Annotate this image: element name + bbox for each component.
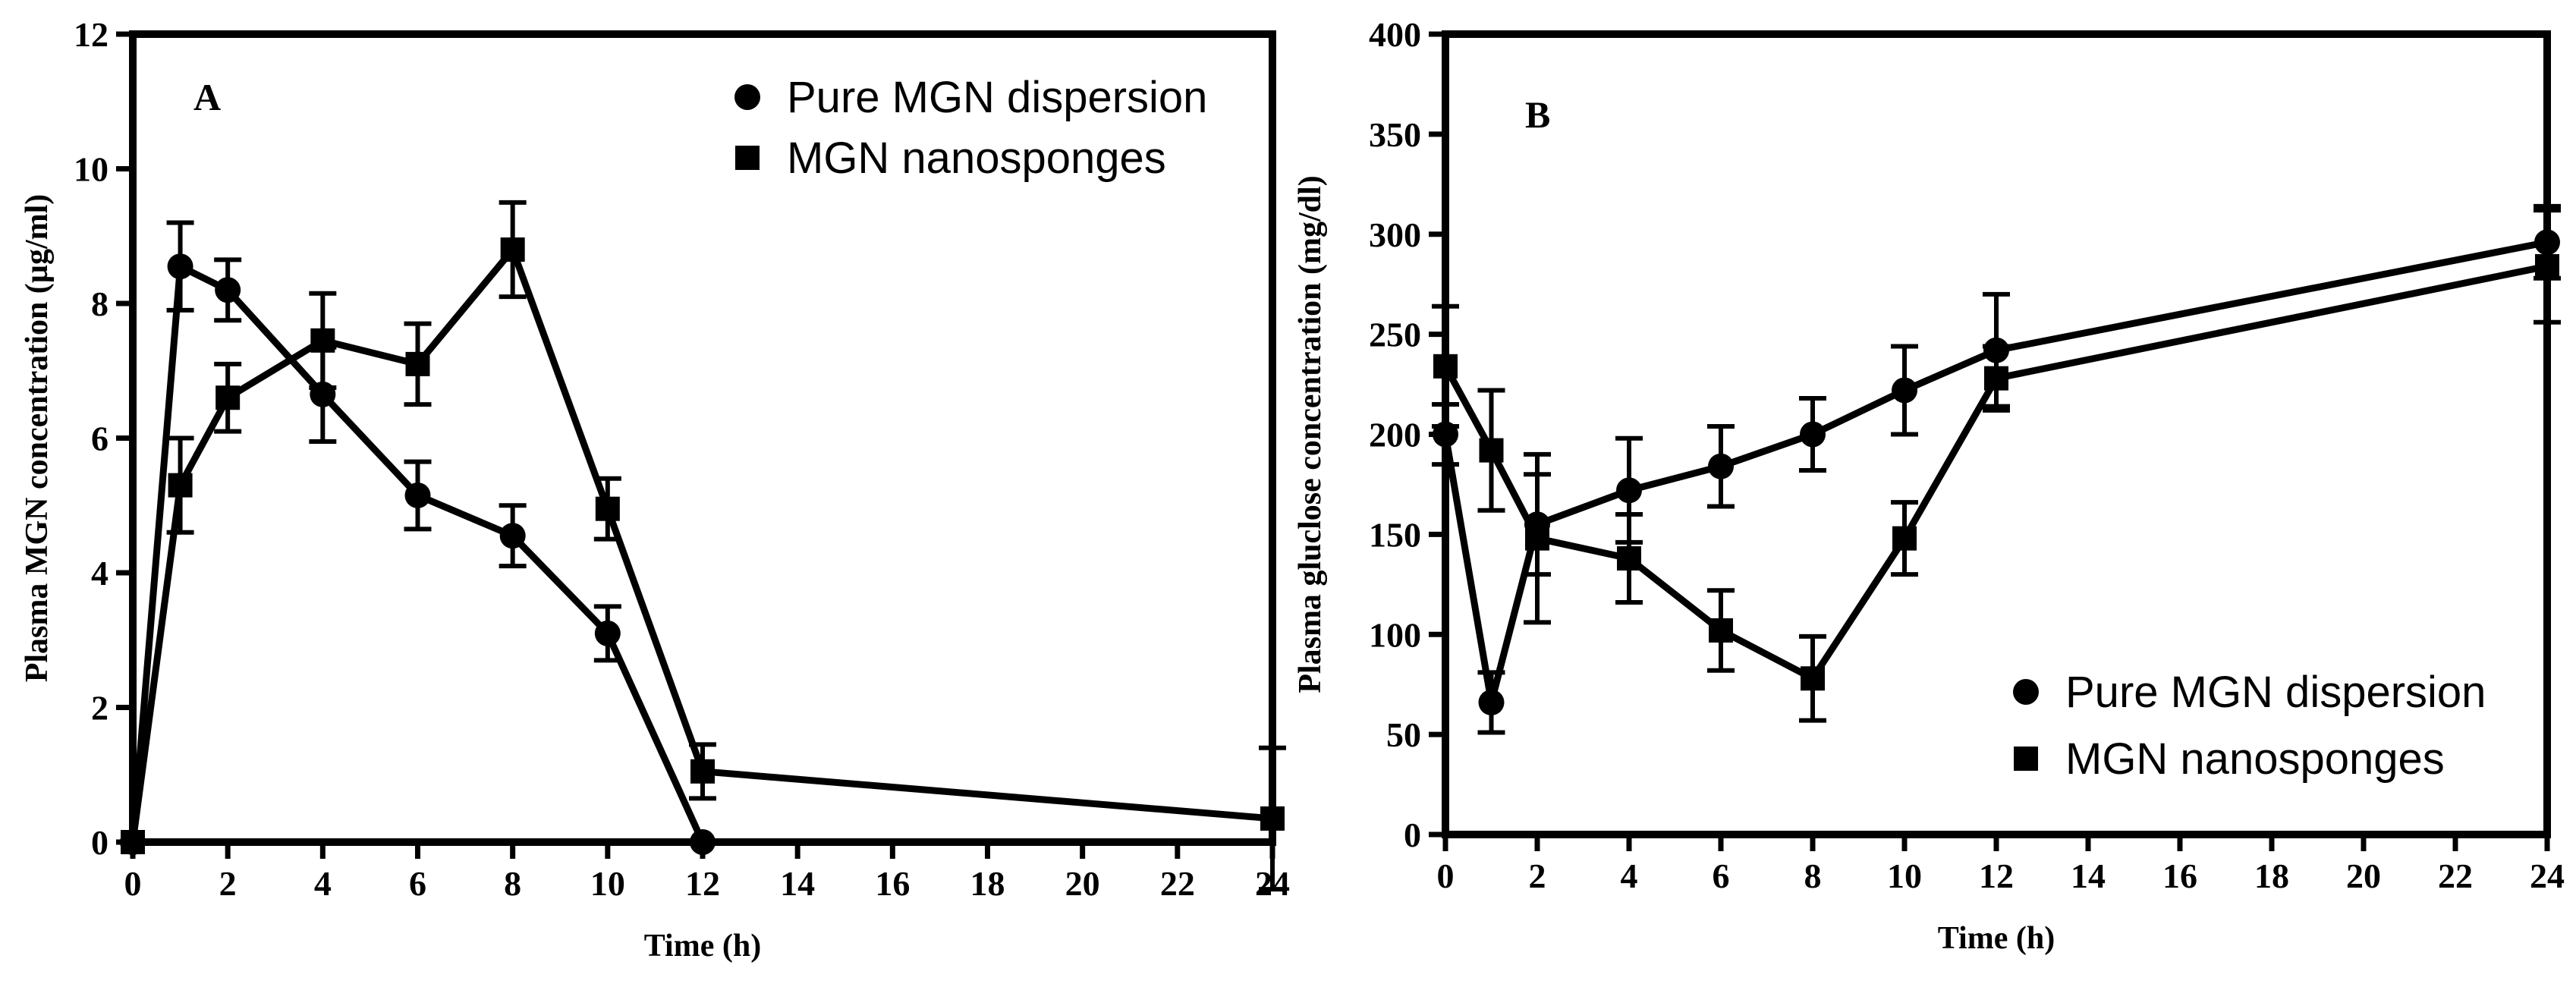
y-tick-label: 400 xyxy=(1369,15,1421,54)
x-tick-label: 6 xyxy=(1713,857,1730,895)
data-point-square xyxy=(1617,546,1641,571)
x-tick-label: 18 xyxy=(970,864,1005,903)
y-tick-label: 0 xyxy=(1404,816,1421,854)
legend-marker-square xyxy=(735,146,760,170)
data-point-square xyxy=(1433,354,1458,379)
x-tick-label: 8 xyxy=(1804,857,1822,895)
x-tick-label: 14 xyxy=(780,864,815,903)
x-tick-label: 2 xyxy=(1529,857,1546,895)
x-tick-label: 4 xyxy=(314,864,332,903)
data-point-circle xyxy=(499,523,526,549)
data-point-circle xyxy=(167,253,193,280)
data-point-circle xyxy=(1892,377,1917,404)
x-tick-label: 14 xyxy=(2071,857,2106,895)
data-point-circle xyxy=(1800,421,1826,448)
data-point-circle xyxy=(690,829,716,855)
x-tick-label: 10 xyxy=(590,864,625,903)
y-tick-label: 0 xyxy=(91,823,109,862)
y-axis-label: Plasma gluclose concentration (mg/dl) xyxy=(1293,175,1328,693)
data-point-circle xyxy=(215,277,241,303)
y-tick-label: 350 xyxy=(1369,115,1421,154)
x-tick-label: 10 xyxy=(1887,857,1922,895)
y-tick-label: 50 xyxy=(1386,715,1421,754)
data-point-circle xyxy=(1708,453,1734,479)
legend-item-mgn-nanosponges: MGN nanosponges xyxy=(2014,734,2445,784)
y-tick-label: 100 xyxy=(1369,615,1421,654)
data-point-square xyxy=(690,759,715,784)
y-tick-label: 200 xyxy=(1369,416,1421,454)
legend-item-pure-mgn-dispersion: Pure MGN dispersion xyxy=(2013,668,2486,717)
series-pure-mgn-dispersion xyxy=(120,220,716,855)
legend-label: Pure MGN dispersion xyxy=(2065,668,2486,717)
y-tick-label: 2 xyxy=(91,689,109,728)
series-pure-mgn-dispersion xyxy=(1432,203,2561,735)
data-point-square xyxy=(1709,618,1733,643)
x-tick-label: 8 xyxy=(504,864,521,903)
y-tick-label: 6 xyxy=(91,420,109,458)
data-point-circle xyxy=(1478,689,1505,715)
legend-marker-square xyxy=(2014,747,2038,771)
y-tick-label: 12 xyxy=(74,15,109,54)
x-tick-label: 2 xyxy=(219,864,237,903)
chart-panel-b: 0 2 4 6 8 10 12 14 16 18 20 22 240501001502002503003… xyxy=(1293,15,2565,956)
panel-label: B xyxy=(1525,93,1550,136)
legend-item-pure-mgn-dispersion: Pure MGN dispersion xyxy=(734,73,1207,122)
y-tick-label: 8 xyxy=(91,284,109,323)
data-point-square xyxy=(168,473,193,498)
data-point-square xyxy=(1479,438,1504,463)
data-point-square xyxy=(405,351,430,376)
x-tick-label: 12 xyxy=(1979,857,2014,895)
x-tick-label: 20 xyxy=(1065,864,1100,903)
y-tick-label: 250 xyxy=(1369,316,1421,354)
x-tick-label: 20 xyxy=(2346,857,2381,895)
legend-label: MGN nanosponges xyxy=(787,134,1166,183)
x-axis-label: Time (h) xyxy=(644,929,761,963)
x-tick-label: 16 xyxy=(2162,857,2197,895)
data-point-circle xyxy=(594,620,621,646)
series-mgn-nanosponges xyxy=(1432,208,2561,723)
legend-marker-circle xyxy=(2013,679,2039,705)
panel-label: A xyxy=(193,76,221,118)
legend-label: MGN nanosponges xyxy=(2065,734,2445,784)
y-tick-label: 10 xyxy=(74,150,109,189)
legend-marker-circle xyxy=(734,84,760,110)
x-tick-label: 0 xyxy=(124,864,142,903)
x-axis-label: Time (h) xyxy=(1938,921,2055,956)
data-point-square xyxy=(1525,526,1549,551)
x-tick-label: 22 xyxy=(2438,857,2473,895)
data-point-square xyxy=(595,496,620,521)
data-point-square xyxy=(215,385,241,410)
x-tick-label: 24 xyxy=(2530,857,2565,895)
data-point-square xyxy=(310,328,335,353)
x-tick-label: 4 xyxy=(1621,857,1638,895)
legend-item-mgn-nanosponges: MGN nanosponges xyxy=(735,134,1166,183)
data-point-square xyxy=(1892,526,1917,551)
x-tick-label: 18 xyxy=(2254,857,2289,895)
chart-panel-a: 024681012141618202224024681012Time (h)Pl… xyxy=(20,15,1290,963)
x-tick-label: 6 xyxy=(409,864,426,903)
data-point-square xyxy=(121,830,145,854)
data-point-square xyxy=(1260,806,1285,831)
x-tick-label: 22 xyxy=(1160,864,1195,903)
x-tick-label: 0 xyxy=(1437,857,1455,895)
data-point-circle xyxy=(404,482,431,508)
data-point-square xyxy=(500,237,525,262)
data-point-square xyxy=(2535,253,2559,278)
y-tick-label: 4 xyxy=(91,554,109,593)
y-tick-label: 150 xyxy=(1369,515,1421,554)
data-point-circle xyxy=(1616,477,1642,504)
series-mgn-nanosponges xyxy=(121,200,1286,892)
y-tick-label: 300 xyxy=(1369,215,1421,254)
data-point-square xyxy=(1984,366,2008,391)
y-axis-label: Plasma MGN concentration (µg/ml) xyxy=(20,194,55,683)
x-tick-label: 12 xyxy=(685,864,720,903)
x-tick-label: 16 xyxy=(875,864,910,903)
data-point-square xyxy=(1801,666,1825,691)
legend-label: Pure MGN dispersion xyxy=(787,73,1207,122)
